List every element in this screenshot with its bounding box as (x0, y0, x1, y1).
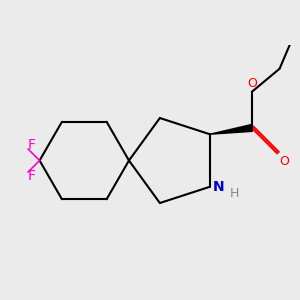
Text: H: H (230, 187, 239, 200)
Text: F: F (27, 138, 35, 152)
Text: N: N (212, 180, 224, 194)
Text: F: F (27, 169, 35, 183)
Text: O: O (247, 77, 257, 90)
Polygon shape (210, 124, 252, 134)
Text: O: O (279, 154, 289, 167)
